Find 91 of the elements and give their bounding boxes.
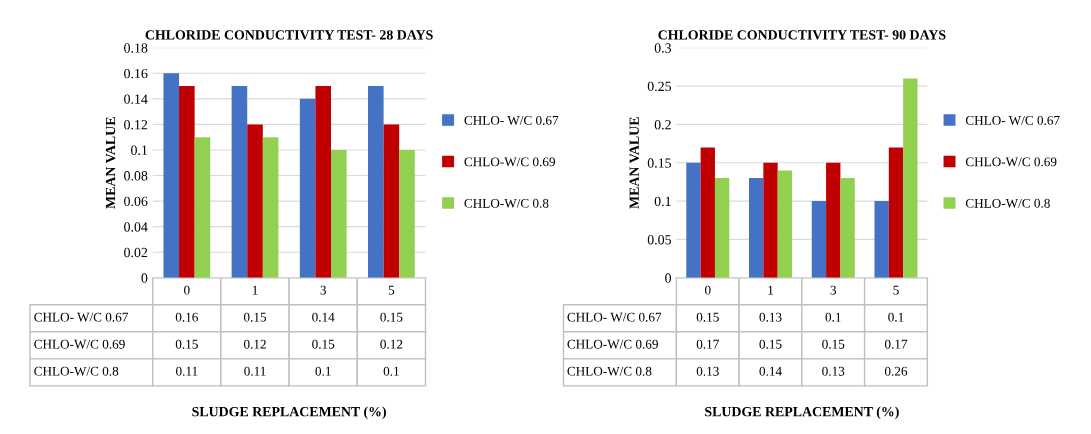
x-tick-label: 0 bbox=[704, 285, 711, 295]
data-label: 0.15 bbox=[759, 339, 782, 349]
data-label: 0.14 bbox=[759, 366, 782, 376]
y-tick-label: 0 bbox=[665, 273, 672, 283]
legend-label: CHLO- W/C 0.67 bbox=[965, 115, 1060, 125]
data-label: 0.1 bbox=[825, 312, 841, 322]
bar bbox=[700, 147, 715, 278]
y-tick-label: 0.16 bbox=[124, 68, 148, 79]
chart-title: CHLORIDE CONDUCTIVITY TEST- 90 DAYS bbox=[658, 30, 946, 40]
data-label: 0.15 bbox=[175, 339, 198, 349]
text: CHLO-W/C 0.69 bbox=[34, 339, 125, 349]
legend-label: CHLO-W/C 0.69 bbox=[464, 157, 556, 167]
bar bbox=[763, 162, 778, 278]
data-label: 0.15 bbox=[822, 339, 845, 349]
y-axis-title: MEAN VALUE bbox=[105, 117, 116, 209]
y-tick-label: 0.25 bbox=[647, 81, 672, 92]
data-label: 0.1 bbox=[888, 312, 904, 322]
text: CHLO-W/C 0.8 bbox=[567, 366, 652, 376]
bar bbox=[399, 149, 415, 278]
data-label: 0.14 bbox=[312, 312, 335, 322]
bar bbox=[231, 86, 248, 278]
text: CHLO- W/C 0.67 bbox=[34, 312, 128, 322]
bar bbox=[888, 147, 904, 278]
text: CHLO- W/C 0.67 bbox=[567, 312, 662, 322]
y-tick-label: 0.2 bbox=[654, 120, 671, 130]
data-label: 0.17 bbox=[696, 339, 719, 349]
x-tick-label: 0 bbox=[184, 285, 190, 295]
data-label: 0.15 bbox=[696, 312, 719, 322]
x-tick-label: 3 bbox=[830, 285, 837, 295]
text: CHLO-W/C 0.8 bbox=[34, 366, 119, 376]
chart-title: CHLORIDE CONDUCTIVITY TEST- 28 DAYS bbox=[145, 30, 433, 40]
y-tick-label: 0 bbox=[141, 273, 148, 283]
data-label: 0.11 bbox=[244, 366, 266, 376]
bar bbox=[874, 201, 889, 278]
data-label: 0.16 bbox=[175, 312, 198, 322]
data-label: 0.15 bbox=[380, 312, 403, 322]
y-tick-label: 0.14 bbox=[124, 94, 148, 104]
y-tick-label: 0.02 bbox=[124, 247, 148, 258]
y-tick-label: 0.08 bbox=[124, 171, 148, 181]
data-label: 0.26 bbox=[884, 366, 908, 376]
y-tick-label: 0.3 bbox=[654, 43, 672, 53]
bar bbox=[368, 86, 384, 278]
bar bbox=[777, 170, 793, 278]
data-label: 0.12 bbox=[380, 339, 403, 349]
bar bbox=[383, 124, 400, 278]
y-tick-label: 0.04 bbox=[124, 222, 148, 232]
bar bbox=[194, 137, 211, 278]
y-tick-label: 0.18 bbox=[124, 43, 148, 53]
text: CHLO-W/C 0.69 bbox=[567, 339, 658, 349]
data-label: 0.12 bbox=[243, 339, 266, 349]
data-label: 0.1 bbox=[383, 366, 399, 376]
x-axis-title: SLUDGE REPLACEMENT (%) bbox=[192, 406, 386, 420]
y-axis-title: MEAN VALUE bbox=[629, 117, 639, 209]
data-label: 0.11 bbox=[176, 366, 198, 376]
x-tick-label: 5 bbox=[893, 285, 899, 295]
bar bbox=[163, 73, 180, 278]
data-label: 0.15 bbox=[243, 312, 267, 322]
y-tick-label: 0.1 bbox=[654, 196, 671, 207]
x-tick-label: 1 bbox=[768, 285, 774, 295]
bar bbox=[262, 137, 279, 278]
legend-label: CHLO- W/C 0.67 bbox=[464, 115, 559, 125]
legend-label: CHLO-W/C 0.8 bbox=[965, 198, 1050, 208]
y-tick-label: 0.12 bbox=[124, 120, 148, 130]
data-label: 0.13 bbox=[822, 366, 845, 376]
legend-label: CHLO-W/C 0.69 bbox=[965, 157, 1057, 167]
bar bbox=[826, 162, 841, 278]
bar bbox=[315, 86, 331, 278]
data-label: 0.13 bbox=[759, 312, 782, 322]
legend-label: CHLO-W/C 0.8 bbox=[464, 198, 549, 208]
y-tick-label: 0.1 bbox=[131, 145, 148, 155]
bar bbox=[811, 201, 827, 278]
bar bbox=[840, 178, 855, 278]
bar bbox=[686, 162, 701, 278]
bar bbox=[299, 98, 316, 278]
x-tick-label: 3 bbox=[320, 285, 326, 295]
bar bbox=[331, 149, 347, 278]
data-label: 0.1 bbox=[315, 366, 331, 376]
data-label: 0.15 bbox=[312, 339, 335, 349]
x-axis-title: SLUDGE REPLACEMENT (%) bbox=[705, 406, 899, 420]
data-label: 0.17 bbox=[884, 339, 908, 349]
bar bbox=[903, 78, 918, 278]
bar bbox=[714, 178, 730, 278]
y-tick-label: 0.06 bbox=[124, 196, 148, 207]
data-label: 0.13 bbox=[696, 366, 719, 376]
bar bbox=[749, 178, 764, 278]
bar bbox=[179, 86, 195, 278]
y-tick-label: 0.05 bbox=[647, 235, 672, 245]
x-tick-label: 1 bbox=[252, 285, 258, 295]
y-tick-label: 0.15 bbox=[647, 158, 672, 168]
x-tick-label: 5 bbox=[388, 285, 395, 295]
bar bbox=[247, 124, 263, 278]
